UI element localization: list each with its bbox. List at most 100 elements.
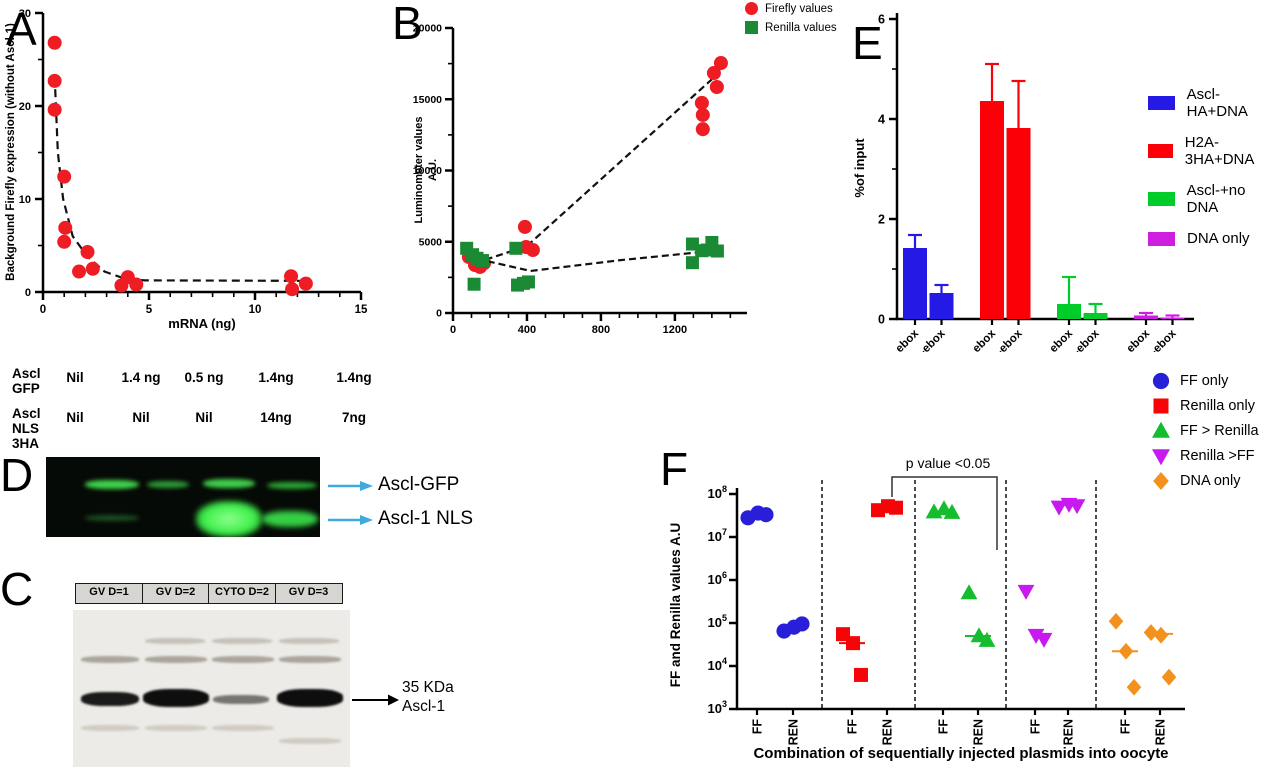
blot-band-35kda: [213, 695, 269, 704]
blot-band: [212, 656, 274, 663]
chart-text: p value <0.05: [906, 455, 991, 471]
table-cell: Nil: [195, 410, 213, 425]
legend-panel-b: Firefly values Renilla values: [745, 2, 837, 40]
color-swatch-icon: [1148, 96, 1175, 110]
chart-text: Combination of sequentially injected pla…: [753, 745, 1168, 762]
log-tick-label: 108: [708, 484, 727, 501]
blot-d-arrows: [328, 481, 373, 525]
chart-text: 4: [878, 113, 885, 127]
table-cell: 1.4ng: [336, 370, 372, 385]
blot-band: [262, 511, 318, 527]
circle-marker-icon: [1152, 372, 1170, 390]
chart-text: Luminometer values: [413, 117, 425, 224]
bar: [1083, 313, 1108, 319]
data-point: [57, 169, 72, 184]
lane-label-gv-d1: GV D=1: [75, 583, 143, 604]
table-header-line: Ascl: [12, 366, 41, 381]
bar: [1134, 315, 1158, 319]
table-cell: 1.4ng: [258, 370, 294, 385]
legend-label: Renilla only: [1180, 398, 1255, 414]
table-header-line: Ascl: [12, 406, 41, 421]
blot-band: [145, 656, 207, 663]
data-point: [80, 245, 95, 260]
chart-text: Background Firefly expression (without A…: [5, 23, 17, 281]
chart-text: %of input: [852, 138, 867, 198]
legend-item: Ascl-+no DNA: [1148, 182, 1280, 216]
blot-band: [279, 738, 341, 744]
chart-text: 20000: [413, 23, 442, 35]
bar: [1006, 128, 1031, 319]
chart-text: 0: [40, 304, 46, 316]
chart-text: FF: [937, 719, 951, 735]
legend-item: FF only: [1152, 372, 1259, 390]
chart-text: FF: [846, 719, 860, 735]
data-point: [47, 35, 62, 50]
data-point: [129, 277, 144, 292]
legend-item: Firefly values: [745, 2, 837, 15]
chart-text: REN: [972, 719, 986, 745]
chart-text: A.U.: [427, 159, 439, 181]
chart-text: 0: [25, 287, 31, 299]
blot-d-label-ascl-gfp: Ascl-GFP: [378, 474, 460, 495]
legend-item: FF > Renilla: [1152, 422, 1259, 440]
data-point: [298, 276, 313, 291]
arrow-ascl-1-nls-icon: [328, 515, 373, 525]
legend-label: Firefly values: [765, 2, 833, 15]
chart-text: 20: [19, 101, 31, 113]
panel-e-bar-chart: 0 2 4 6 ebox no-ebox ebox no-ebox ebox no-ebox ebo…: [845, 0, 1280, 368]
diamond-marker-icon: [1153, 472, 1169, 490]
panel-label-c: C: [0, 563, 34, 615]
arrow-ascl-gfp-icon: [328, 481, 373, 491]
chart-text: 5: [146, 304, 153, 316]
blot-band-35kda: [81, 692, 139, 706]
triangle-down-marker-icon: [1152, 449, 1170, 465]
blot-band: [279, 656, 341, 663]
arrow-35kda-icon: [352, 694, 399, 706]
legend-item: H2A-3HA+DNA: [1148, 134, 1280, 168]
table-cell: Nil: [66, 410, 84, 425]
table-header-line: NLS: [12, 421, 39, 436]
triangle-up-marker-icon: [1152, 422, 1170, 438]
legend-item: Renilla values: [745, 21, 837, 34]
blot-band: [147, 481, 189, 488]
lane-label-gv-d2: GV D=2: [141, 583, 210, 604]
chart-text: REN: [787, 719, 801, 745]
chart-text: 0: [450, 324, 456, 336]
chart-text: FF: [751, 719, 765, 735]
data-point: [285, 282, 300, 297]
blot-c-annotation: 35 KDa Ascl-1: [402, 678, 454, 716]
lane-label-cyto-d2: CYTO D=2: [208, 583, 276, 604]
legend-item: Ascl-HA+DNA: [1148, 86, 1280, 120]
data-point: [47, 73, 62, 88]
square-marker-icon: [745, 21, 758, 34]
bar: [1057, 304, 1081, 319]
legend-panel-f: FF only Renilla only FF > Renilla Renilla >…: [1152, 372, 1259, 497]
log-tick-label: 103: [708, 699, 727, 716]
legend-label: Renilla >FF: [1180, 448, 1255, 464]
table-cell: Nil: [66, 370, 84, 385]
legend-label: DNA only: [1180, 473, 1241, 489]
data-point: [58, 220, 73, 235]
color-swatch-icon: [1148, 231, 1175, 246]
circle-marker-icon: [745, 2, 758, 15]
western-blot-green: [46, 457, 320, 537]
annotation-line: 35 KDa: [402, 679, 454, 696]
chart-text: REN: [1154, 719, 1168, 745]
panel-f-scatter-chart: 103 104 105 106 107 108 FF REN FF REN FF REN FF REN FF…: [630, 360, 1280, 767]
lane-label-gv-d3: GV D=3: [274, 583, 343, 604]
panel-a-scatter-chart: 0 10 20 30 0 5 10 15 Background Firefly expressi…: [0, 0, 390, 345]
chart-text: 800: [592, 324, 610, 336]
legend-label: DNA only: [1187, 230, 1250, 247]
chart-text: REN: [1062, 719, 1076, 745]
chart-text: 400: [518, 324, 536, 336]
table-cell: 1.4 ng: [121, 370, 161, 385]
blot-d-label-ascl-1-nls: Ascl-1 NLS: [378, 508, 474, 529]
legend-label: Renilla values: [765, 21, 837, 34]
panel-label-e: E: [852, 17, 883, 69]
blot-band: [145, 725, 207, 731]
table-cell: 7ng: [341, 410, 366, 425]
data-point: [47, 102, 62, 117]
chart-text: 0: [878, 313, 885, 327]
color-swatch-icon: [1148, 144, 1173, 158]
table-header-line: 3HA: [12, 436, 40, 451]
